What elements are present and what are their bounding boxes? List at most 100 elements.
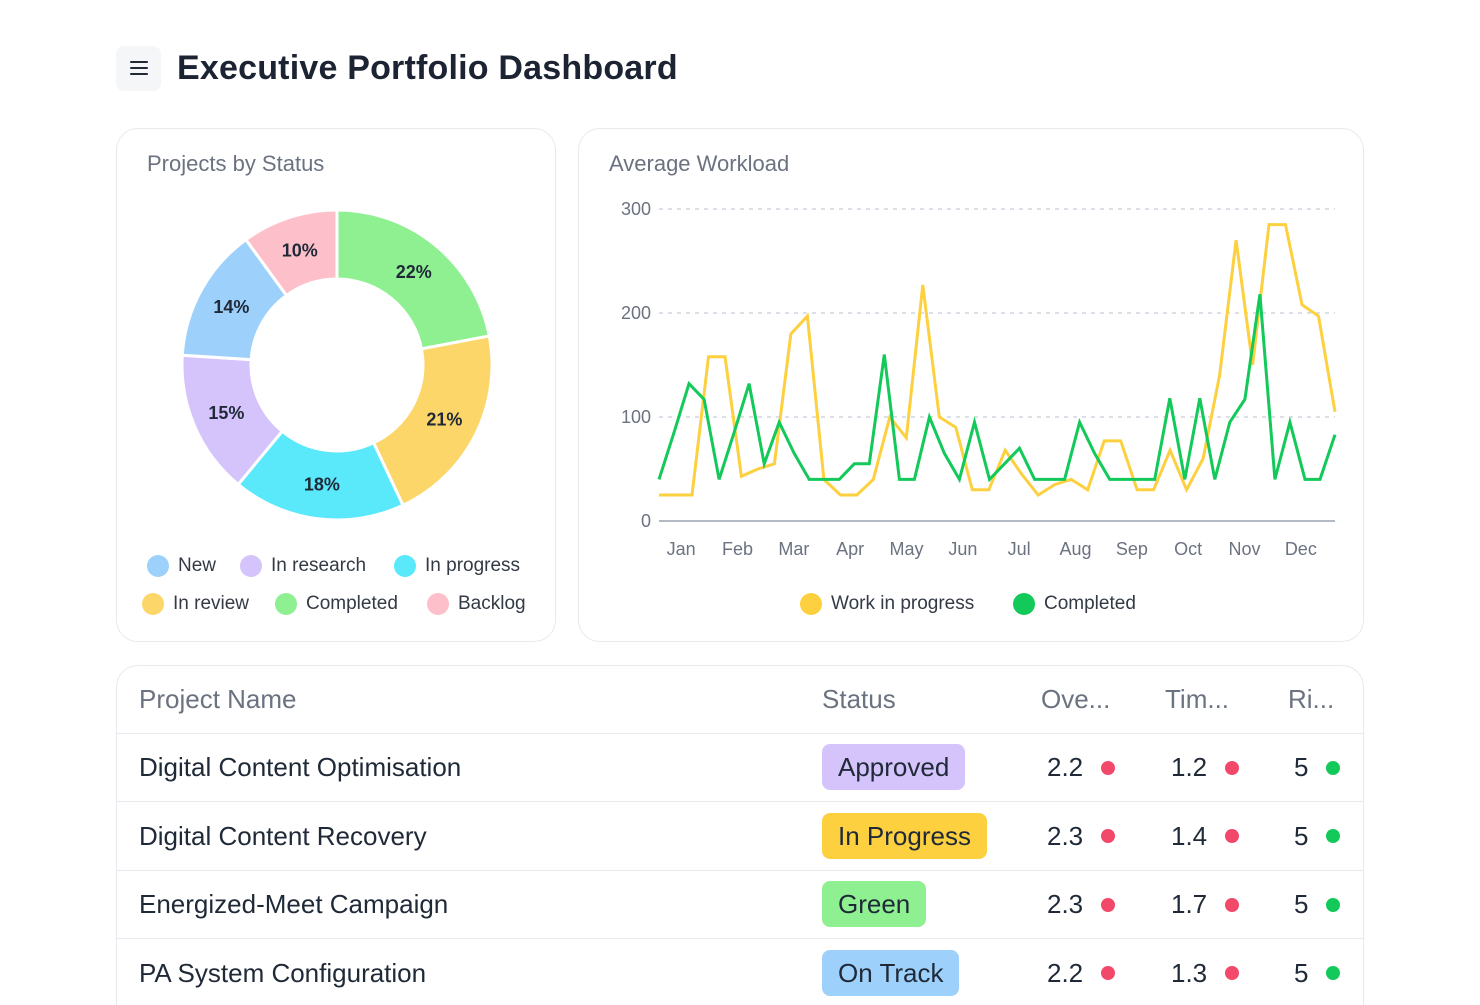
legend-dot <box>147 555 169 577</box>
legend-item-completed[interactable]: Completed <box>1013 593 1136 615</box>
pie-slice-label: 14% <box>213 297 249 317</box>
pie-slice-label: 10% <box>282 240 318 260</box>
page-title: Executive Portfolio Dashboard <box>177 49 678 88</box>
legend-item-work-in-progress[interactable]: Work in progress <box>800 593 974 615</box>
project-name[interactable]: Energized-Meet Campaign <box>139 889 448 920</box>
overall-indicator-dot <box>1101 966 1115 980</box>
legend-item-in-progress[interactable]: In progress <box>394 555 520 577</box>
risk-cell: 5 <box>1294 889 1340 920</box>
table-row[interactable]: Digital Content Recovery In Progress 2.3… <box>117 802 1363 871</box>
risk-indicator-dot <box>1326 829 1340 843</box>
risk-indicator-dot <box>1326 966 1340 980</box>
overall-cell: 2.2 <box>1047 958 1115 989</box>
legend-label: Completed <box>1044 593 1136 615</box>
risk-value: 5 <box>1294 752 1308 783</box>
y-tick-label: 200 <box>621 303 651 323</box>
project-name[interactable]: PA System Configuration <box>139 958 426 989</box>
legend-item-in-research[interactable]: In research <box>240 555 366 577</box>
column-header-status[interactable]: Status <box>822 684 896 715</box>
overall-cell: 2.2 <box>1047 752 1115 783</box>
legend-label: In review <box>173 593 249 615</box>
risk-cell: 5 <box>1294 958 1340 989</box>
overall-value: 2.2 <box>1047 958 1083 989</box>
overall-indicator-dot <box>1101 761 1115 775</box>
risk-value: 5 <box>1294 889 1308 920</box>
time-indicator-dot <box>1225 761 1239 775</box>
time-value: 1.7 <box>1171 889 1207 920</box>
x-tick-label: Apr <box>836 539 864 559</box>
status-badge: In Progress <box>822 813 987 859</box>
overall-cell: 2.3 <box>1047 889 1115 920</box>
legend-item-new[interactable]: New <box>147 555 216 577</box>
y-tick-label: 0 <box>641 511 651 531</box>
status-badge: Green <box>822 881 926 927</box>
project-name[interactable]: Digital Content Recovery <box>139 821 427 852</box>
risk-cell: 5 <box>1294 821 1340 852</box>
time-value: 1.3 <box>1171 958 1207 989</box>
legend-label: New <box>178 555 216 577</box>
column-header-risk[interactable]: Ri... <box>1288 684 1334 715</box>
x-tick-label: Nov <box>1228 539 1260 559</box>
x-tick-label: Jan <box>667 539 696 559</box>
legend-label: Backlog <box>458 593 526 615</box>
x-tick-label: Jul <box>1008 539 1031 559</box>
legend-item-completed[interactable]: Completed <box>275 593 398 615</box>
pie-slice-label: 21% <box>426 410 462 430</box>
legend-dot <box>142 593 164 615</box>
overall-value: 2.2 <box>1047 752 1083 783</box>
time-cell: 1.4 <box>1171 821 1239 852</box>
legend-dot <box>240 555 262 577</box>
time-value: 1.2 <box>1171 752 1207 783</box>
x-tick-label: Oct <box>1174 539 1202 559</box>
projects-table: Project Name Status Ove... Tim... Ri... … <box>116 665 1364 1005</box>
pie-slice-label: 22% <box>396 262 432 282</box>
status-badge: On Track <box>822 950 959 996</box>
y-tick-label: 300 <box>621 199 651 219</box>
legend-item-backlog[interactable]: Backlog <box>427 593 526 615</box>
x-tick-label: Feb <box>722 539 753 559</box>
legend-dot <box>1013 593 1035 615</box>
time-cell: 1.2 <box>1171 752 1239 783</box>
column-header-time[interactable]: Tim... <box>1165 684 1229 715</box>
legend-dot <box>427 593 449 615</box>
pie-slice-label: 18% <box>304 475 340 495</box>
table-row[interactable]: Digital Content Optimisation Approved 2.… <box>117 733 1363 802</box>
series-line-completed[interactable] <box>659 294 1335 479</box>
overall-cell: 2.3 <box>1047 821 1115 852</box>
table-row[interactable]: Energized-Meet Campaign Green 2.3 1.7 5 <box>117 870 1363 939</box>
x-tick-label: Dec <box>1285 539 1317 559</box>
column-header-overall[interactable]: Ove... <box>1041 684 1110 715</box>
column-header-project-name[interactable]: Project Name <box>139 684 297 715</box>
time-cell: 1.3 <box>1171 958 1239 989</box>
risk-indicator-dot <box>1326 761 1340 775</box>
risk-cell: 5 <box>1294 752 1340 783</box>
legend-dot <box>394 555 416 577</box>
x-tick-label: Jun <box>948 539 977 559</box>
time-value: 1.4 <box>1171 821 1207 852</box>
x-tick-label: Mar <box>778 539 809 559</box>
legend-label: Completed <box>306 593 398 615</box>
legend-dot <box>275 593 297 615</box>
y-tick-label: 100 <box>621 407 651 427</box>
time-cell: 1.7 <box>1171 889 1239 920</box>
risk-value: 5 <box>1294 958 1308 989</box>
menu-button[interactable] <box>116 46 161 91</box>
table-row[interactable]: PA System Configuration On Track 2.2 1.3… <box>117 939 1363 1005</box>
table-header: Project Name Status Ove... Tim... Ri... <box>117 666 1363 734</box>
series-line-work-in-progress[interactable] <box>659 225 1335 495</box>
risk-value: 5 <box>1294 821 1308 852</box>
legend-label: Work in progress <box>831 593 974 615</box>
risk-indicator-dot <box>1326 898 1340 912</box>
time-indicator-dot <box>1225 966 1239 980</box>
page-header: Executive Portfolio Dashboard <box>116 45 678 91</box>
legend-item-in-review[interactable]: In review <box>142 593 249 615</box>
status-badge: Approved <box>822 744 965 790</box>
project-name[interactable]: Digital Content Optimisation <box>139 752 461 783</box>
legend-dot <box>800 593 822 615</box>
legend-label: In research <box>271 555 366 577</box>
x-tick-label: Sep <box>1116 539 1148 559</box>
time-indicator-dot <box>1225 829 1239 843</box>
x-tick-label: May <box>889 539 923 559</box>
